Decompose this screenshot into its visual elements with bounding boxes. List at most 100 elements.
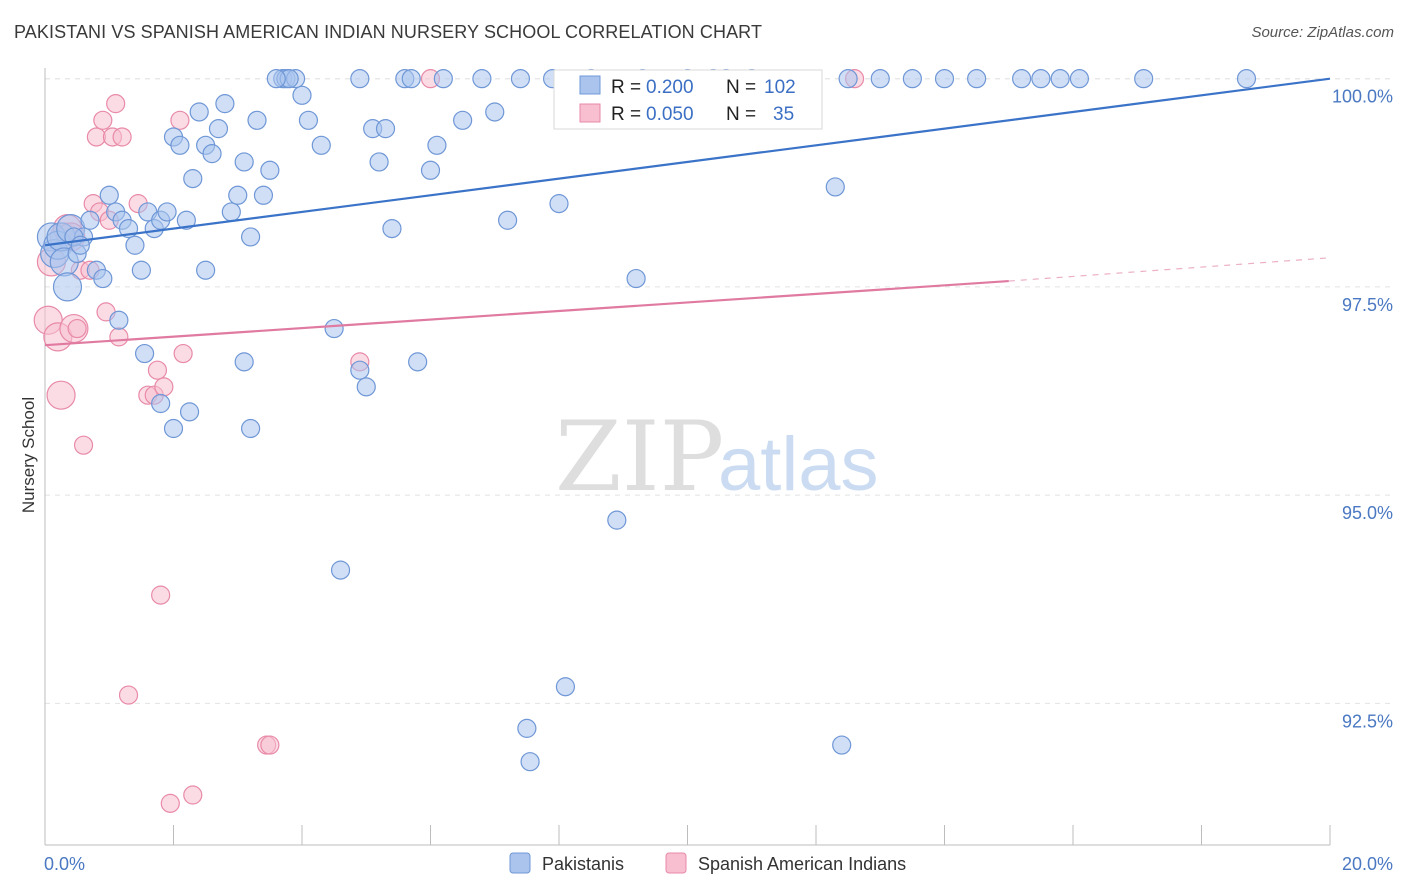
legend-n-label: N = [726,104,756,125]
data-point [109,327,129,347]
data-point [163,418,184,439]
data-point [510,69,531,89]
legend-n-value: 102 [764,77,796,98]
data-point [1031,69,1051,89]
data-point [260,160,280,180]
data-point [109,310,129,330]
data-point [408,352,428,372]
data-point [46,380,76,410]
data-point [173,343,193,364]
data-point [1011,69,1032,89]
tick-labels: 92.5% 95.0% 97.5% 100.0% 0.0% 20.0% [44,87,1393,874]
data-point [228,185,248,205]
y-axis-label: Nursery School [19,397,38,513]
trend-line [44,279,1009,347]
data-point [420,160,441,180]
grid-lines [45,78,1390,704]
data-point [151,585,171,605]
data-point [134,343,155,364]
data-point [870,69,890,89]
data-point [170,110,190,130]
data-point [93,110,113,130]
data-point [189,102,209,122]
data-point [485,102,505,122]
data-point [99,185,119,205]
data-point [1134,69,1154,89]
data-point [151,393,171,414]
data-point [382,218,402,239]
data-point [549,194,569,214]
data-point [330,560,351,580]
data-point [93,268,113,289]
data-point [356,377,376,397]
data-point [234,352,254,372]
data-point [369,152,389,172]
data-point [453,110,473,130]
data-points [33,69,1257,813]
axes [44,68,1331,846]
data-point [157,202,177,222]
legend-n-label: N = [726,77,756,98]
data-point [234,152,254,172]
y-tick-label: 95.0% [1342,503,1393,523]
legend-swatch-pakistanis [509,852,531,874]
data-point [253,185,274,205]
x-tick-label: 20.0% [1342,854,1393,874]
legend-n-value: 35 [773,104,794,125]
data-point [183,785,203,805]
data-point [472,69,492,89]
data-point [52,272,83,302]
data-point [967,69,987,89]
data-point [208,119,229,139]
legend-r-label: R = [611,77,641,98]
trend-lines [44,77,1331,347]
data-point [626,268,646,289]
data-point [607,510,627,530]
data-point [86,127,107,147]
bottom-legend: Pakistanis Spanish American Indians [509,852,906,874]
trend-line-extension [1008,257,1331,282]
data-point [1050,69,1070,89]
data-point [401,69,421,89]
data-point [555,677,576,697]
trend-line [44,77,1331,247]
data-point [170,135,190,155]
legend-swatch-pakistanis [579,75,601,95]
data-point [375,119,396,139]
data-point [298,110,319,130]
watermark-atlas: atlas [718,422,879,507]
data-point [147,360,168,380]
legend-r-label: R = [611,104,641,125]
legend-swatch-spanish-american-indians [665,852,687,874]
y-tick-label: 92.5% [1342,711,1393,731]
data-point [221,202,241,222]
data-point [266,69,286,89]
data-point [1236,69,1257,89]
data-point [498,210,518,230]
data-point [1069,69,1090,89]
data-point [260,735,280,755]
data-point [154,377,174,397]
watermark: ZIP atlas [555,401,879,513]
data-point [112,127,132,147]
data-point [350,69,370,89]
data-point [202,144,222,164]
data-point [80,210,100,230]
legend-swatch-spanish-american-indians [579,103,601,123]
data-point [433,69,453,89]
data-point [350,360,370,380]
data-point [73,435,94,455]
data-point [247,110,267,130]
data-point [838,69,858,89]
data-point [427,135,447,155]
source-label: Source: ZipAtlas.com [1251,24,1394,41]
watermark-zip: ZIP [555,401,724,513]
y-tick-label: 97.5% [1342,295,1393,315]
legend-label-pakistanis: Pakistanis [542,854,624,874]
legend-r-value: 0.050 [646,104,694,125]
data-point [67,318,87,339]
data-point [825,177,845,197]
data-point [324,318,344,339]
data-point [241,227,261,247]
data-point [520,752,540,772]
